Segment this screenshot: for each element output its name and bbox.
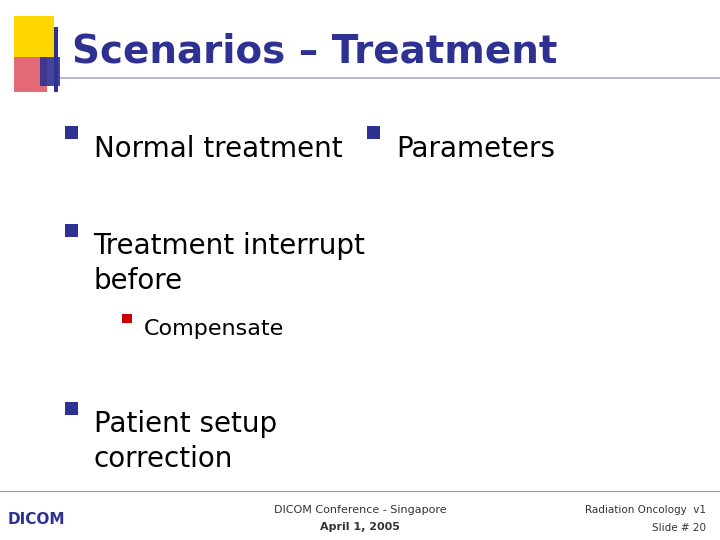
Text: Normal treatment: Normal treatment: [94, 135, 342, 163]
Bar: [65, 126, 78, 139]
Text: April 1, 2005: April 1, 2005: [320, 522, 400, 531]
Bar: [54, 27, 58, 92]
Bar: [65, 224, 78, 237]
Text: Radiation Oncology  v1: Radiation Oncology v1: [585, 505, 706, 515]
Bar: [14, 16, 54, 57]
Text: DICOM Conference - Singapore: DICOM Conference - Singapore: [274, 505, 446, 515]
Text: Parameters: Parameters: [396, 135, 555, 163]
Text: DICOM: DICOM: [7, 512, 65, 527]
Text: Treatment interrupt
before: Treatment interrupt before: [94, 232, 366, 295]
Text: Slide # 20: Slide # 20: [652, 523, 706, 533]
Text: Compensate: Compensate: [144, 319, 284, 339]
Bar: [122, 314, 132, 323]
Text: Scenarios – Treatment: Scenarios – Treatment: [72, 32, 557, 70]
Bar: [65, 402, 78, 415]
Bar: [367, 126, 380, 139]
Bar: [14, 57, 47, 92]
Text: Patient setup
correction: Patient setup correction: [94, 410, 276, 473]
Bar: [40, 57, 60, 86]
